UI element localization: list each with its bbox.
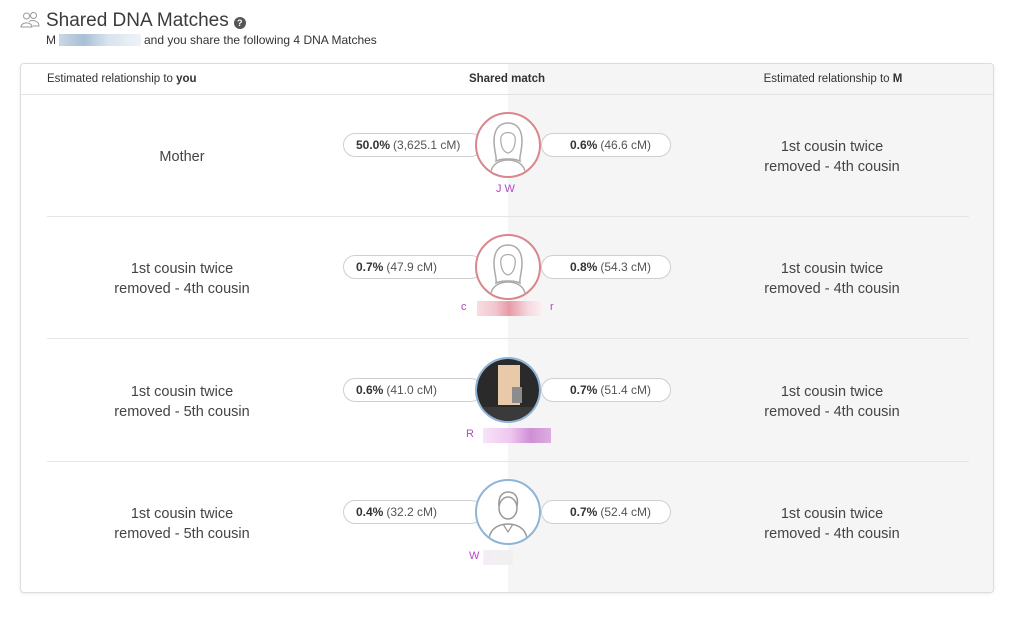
relationship-to-m: 1st cousin twice removed - 4th cousin <box>682 504 982 544</box>
match-avatar[interactable] <box>475 357 541 423</box>
shared-cm: (3,625.1 cM) <box>393 138 461 152</box>
column-headers: Estimated relationship to you Shared mat… <box>21 64 993 95</box>
shared-cm: (46.6 cM) <box>600 138 652 152</box>
relationship-line: removed - 5th cousin <box>114 404 250 420</box>
relationship-line: 1st cousin twice <box>130 261 234 277</box>
shared-cm: (52.4 cM) <box>600 505 652 519</box>
header-rel-you: Estimated relationship to you <box>47 73 197 85</box>
people-icon <box>20 12 40 28</box>
match-avatar[interactable] <box>475 112 541 178</box>
match-row[interactable]: 1st cousin twice removed - 4th cousin 0.7… <box>21 217 993 339</box>
relationship-to-you: 1st cousin twice removed - 4th cousin <box>32 259 332 299</box>
relationship-line: removed - 4th cousin <box>114 281 250 297</box>
match-name[interactable]: J W <box>496 183 515 195</box>
shared-cm: (54.3 cM) <box>600 260 652 274</box>
shared-percent: 0.6% <box>570 138 598 152</box>
shared-dna-m-pill: 0.7% (51.4 cM) <box>541 378 671 402</box>
shared-dna-m-pill: 0.8% (54.3 cM) <box>541 255 671 279</box>
redacted-name <box>477 301 541 316</box>
match-name[interactable]: W <box>469 550 480 562</box>
relationship-line: removed - 4th cousin <box>764 281 900 297</box>
relationship-line: 1st cousin twice <box>780 506 884 522</box>
page-header: Shared DNA Matches ? M and you share the… <box>20 10 377 47</box>
shared-percent: 0.7% <box>356 260 384 274</box>
row-divider <box>47 216 969 217</box>
shared-cm: (41.0 cM) <box>386 383 438 397</box>
match-avatar[interactable] <box>475 234 541 300</box>
relationship-line: 1st cousin twice <box>780 261 884 277</box>
relationship-line: 1st cousin twice <box>130 384 234 400</box>
shared-percent: 0.6% <box>356 383 384 397</box>
relationship-line: removed - 4th cousin <box>764 526 900 542</box>
relationship-to-m: 1st cousin twice removed - 4th cousin <box>682 382 982 422</box>
shared-percent: 50.0% <box>356 138 391 152</box>
subtitle-initial: M <box>46 33 56 47</box>
header-rel-you-text: Estimated relationship to <box>47 73 177 85</box>
match-avatar[interactable] <box>475 479 541 545</box>
relationship-to-you: 1st cousin twice removed - 5th cousin <box>32 504 332 544</box>
relationship-line: Mother <box>159 149 205 165</box>
relationship-to-you: 1st cousin twice removed - 5th cousin <box>32 382 332 422</box>
match-row[interactable]: Mother 50.0% (3,625.1 cM) 0.6% (46.6 cM)… <box>21 95 993 217</box>
header-rel-m-bold: M <box>892 73 903 85</box>
shared-dna-m-pill: 0.7% (52.4 cM) <box>541 500 671 524</box>
redacted-name <box>483 550 513 565</box>
page-title: Shared DNA Matches <box>46 10 229 31</box>
photo-avatar <box>477 359 539 421</box>
relationship-to-m: 1st cousin twice removed - 4th cousin <box>682 259 982 299</box>
shared-cm: (32.2 cM) <box>386 505 438 519</box>
match-row[interactable]: 1st cousin twice removed - 5th cousin 0.4… <box>21 462 993 584</box>
relationship-to-you: Mother <box>32 147 332 167</box>
relationship-line: 1st cousin twice <box>780 384 884 400</box>
help-icon[interactable]: ? <box>233 16 246 29</box>
shared-matches-card: Estimated relationship to you Shared mat… <box>20 63 994 593</box>
shared-cm: (51.4 cM) <box>600 383 652 397</box>
relationship-line: 1st cousin twice <box>130 506 234 522</box>
shared-percent: 0.4% <box>356 505 384 519</box>
relationship-line: removed - 4th cousin <box>764 159 900 175</box>
header-shared-match: Shared match <box>468 73 546 85</box>
row-divider <box>47 461 969 462</box>
match-name[interactable]: R <box>466 428 474 440</box>
relationship-line: 1st cousin twice <box>780 139 884 155</box>
female-silhouette-icon <box>490 244 526 293</box>
redacted-name <box>483 428 551 443</box>
shared-percent: 0.7% <box>570 505 598 519</box>
shared-dna-you-pill: 0.6% (41.0 cM) <box>343 378 483 402</box>
header-rel-m: Estimated relationship to M <box>764 73 903 85</box>
subtitle: M and you share the following 4 DNA Matc… <box>46 33 377 47</box>
relationship-line: removed - 5th cousin <box>114 526 250 542</box>
relationship-line: removed - 4th cousin <box>764 404 900 420</box>
shared-dna-you-pill: 0.7% (47.9 cM) <box>343 255 483 279</box>
row-divider <box>47 338 969 339</box>
shared-percent: 0.7% <box>570 383 598 397</box>
header-rel-m-text: Estimated relationship to <box>763 73 893 85</box>
match-row[interactable]: 1st cousin twice removed - 5th cousin 0.6… <box>21 340 993 462</box>
redacted-name <box>59 34 141 46</box>
male-silhouette-icon <box>488 491 528 538</box>
match-name-end[interactable]: r <box>550 301 554 313</box>
relationship-to-m: 1st cousin twice removed - 4th cousin <box>682 137 982 177</box>
shared-dna-you-pill: 0.4% (32.2 cM) <box>343 500 483 524</box>
match-name[interactable]: c <box>461 301 467 313</box>
shared-cm: (47.9 cM) <box>386 260 438 274</box>
shared-percent: 0.8% <box>570 260 598 274</box>
shared-dna-you-pill: 50.0% (3,625.1 cM) <box>343 133 483 157</box>
subtitle-text: and you share the following 4 DNA Matche… <box>144 33 377 47</box>
shared-dna-m-pill: 0.6% (46.6 cM) <box>541 133 671 157</box>
header-rel-you-bold: you <box>176 73 197 85</box>
female-silhouette-icon <box>490 122 526 171</box>
